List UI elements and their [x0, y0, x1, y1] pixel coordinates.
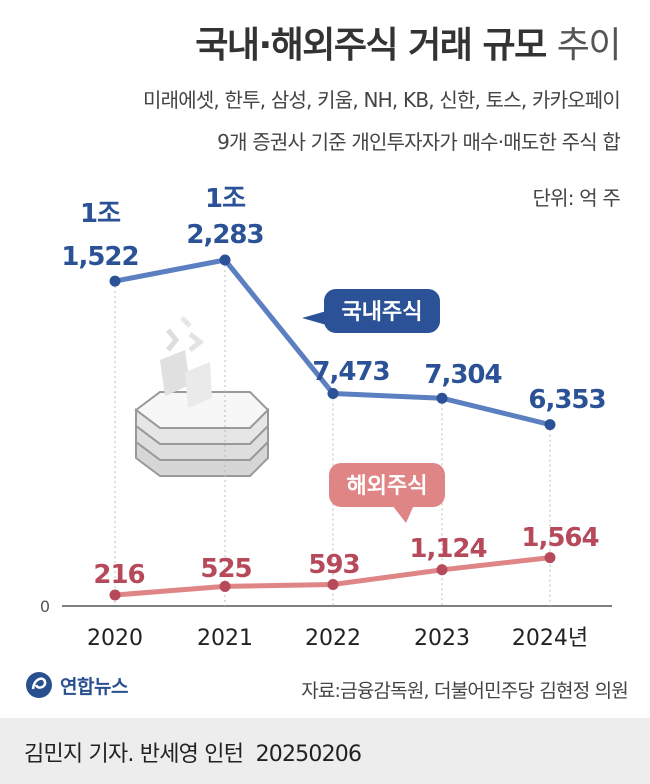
domestic-data-label: 2,283 [186, 220, 263, 250]
overseas-point [109, 589, 121, 601]
domestic-series-name: 국내주식 [342, 300, 423, 325]
x-tick-label: 2023 [414, 626, 470, 651]
overseas-point [544, 552, 556, 564]
domestic-point [544, 419, 556, 431]
overseas-series-name: 해외주식 [347, 474, 428, 499]
credit-names: 김민지 기자. 반세영 인턴 [24, 742, 244, 767]
source-note: 자료:금융감독원, 더불어민주당 김현정 의원 [301, 680, 629, 702]
overseas-callout-pointer [392, 505, 414, 523]
overseas-point [219, 580, 231, 592]
domestic-data-label: 6,353 [528, 385, 605, 415]
overseas-point [327, 579, 339, 591]
domestic-data-label: 7,304 [424, 360, 501, 390]
stock-pile-icon [134, 316, 270, 477]
overseas-point [436, 564, 448, 576]
domestic-callout-pointer [302, 310, 330, 326]
title-light: 추이 [556, 25, 622, 66]
y-tick-label: 0 [40, 597, 50, 616]
credit-date: 20250206 [255, 742, 362, 767]
overseas-callout [329, 463, 445, 507]
domestic-point [219, 254, 231, 266]
domestic-point [109, 275, 121, 287]
domestic-point [327, 388, 339, 400]
yonhap-logo-icon [26, 672, 52, 698]
agency-name: 연합뉴스 [60, 675, 128, 698]
domestic-point [436, 392, 448, 404]
overseas-data-label: 1,124 [409, 534, 486, 564]
title-main: 국내·해외주식 거래 규모 [195, 25, 547, 66]
x-tick-label: 2024년 [512, 626, 588, 651]
domestic-callout [324, 289, 440, 333]
overseas-data-label: 525 [200, 554, 251, 584]
line-chart: 0 2020 2021 2022 2023 2024년 1조 1,522 1조 2,283 7,47… [40, 184, 612, 651]
infographic-card: 국내·해외주식 거래 규모 추이 미래에셋, 한투, 삼성, 키움, NH, K… [0, 0, 650, 718]
domestic-data-label: 7,473 [312, 357, 389, 387]
x-tick-label: 2020 [87, 626, 143, 651]
overseas-data-label: 593 [308, 550, 359, 580]
overseas-data-label: 1,564 [521, 523, 598, 553]
domestic-data-label-top: 1조 [205, 184, 246, 214]
byline: 김민지 기자. 반세영 인턴 20250206 [24, 736, 362, 768]
chart-title: 국내·해외주식 거래 규모 추이 [195, 16, 622, 68]
subtitle-basis: 9개 증권사 기준 개인투자자가 매수·매도한 주식 합 [217, 130, 621, 154]
domestic-data-label: 1,522 [61, 242, 138, 272]
domestic-data-label-top: 1조 [80, 199, 121, 229]
overseas-data-label: 216 [93, 560, 144, 590]
subtitle-brokers: 미래에셋, 한투, 삼성, 키움, NH, KB, 신한, 토스, 카카오페이 [143, 88, 621, 112]
agency-logo: 연합뉴스 [24, 670, 128, 700]
unit-label: 단위: 억 주 [532, 186, 621, 210]
x-tick-label: 2022 [305, 626, 361, 651]
x-tick-label: 2021 [197, 626, 253, 651]
